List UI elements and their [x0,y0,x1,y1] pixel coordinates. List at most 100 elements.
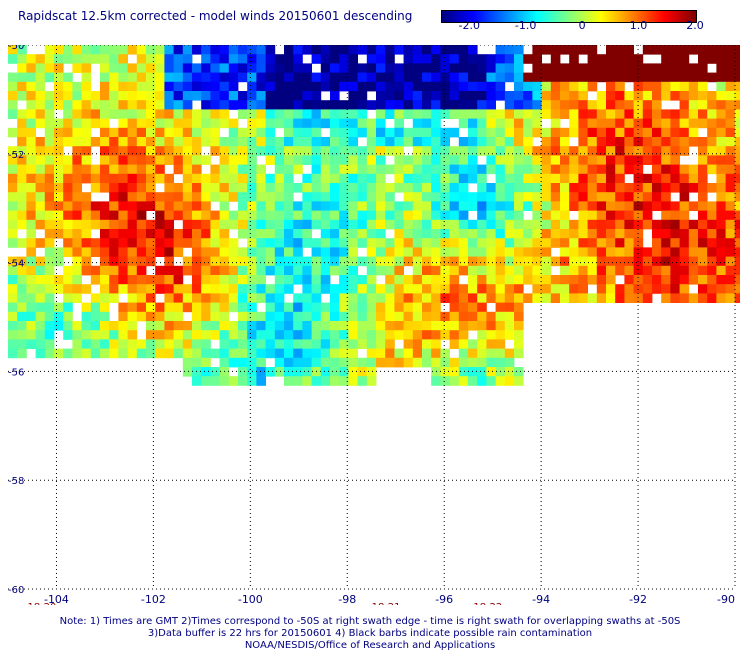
wind-cell [348,339,358,349]
wind-cell [146,109,156,119]
wind-cell [302,275,312,285]
wind-cell [90,330,101,340]
wind-cell [514,367,524,377]
wind-cell [164,339,174,349]
wind-cell [707,54,717,64]
wind-cell [155,192,165,202]
wind-cell [72,137,82,147]
wind-cell [238,348,248,359]
wind-cell [293,72,303,83]
wind-cell [422,91,432,101]
wind-cell [440,293,450,303]
wind-cell [100,219,110,230]
wind-cell [173,265,184,276]
wind-cell [54,275,64,285]
wind-cell [339,348,349,359]
wind-cell [357,339,368,349]
wind-cell [688,229,699,239]
wind-cell [339,247,349,257]
wind-cell [633,109,644,119]
wind-cell [541,275,552,285]
wind-cell [688,81,699,92]
wind-cell [293,137,303,147]
wind-cell [247,302,257,313]
wind-cell [624,238,634,248]
wind-cell [403,275,414,285]
wind-cell [26,284,36,294]
wind-cell [54,155,64,165]
wind-cell [578,164,588,175]
wind-cell [348,54,358,64]
wind-cell [458,137,469,147]
wind-cell [652,219,662,230]
wind-cell [348,357,358,368]
wind-cell [330,284,340,294]
wind-cell [238,256,248,267]
wind-cell [615,238,625,248]
wind-cell [219,265,230,276]
wind-cell [164,229,174,239]
wind-cell [90,45,101,55]
wind-cell [477,81,487,92]
wind-cell [514,247,524,257]
wind-cell [339,265,349,276]
wind-cell [90,275,101,285]
wind-cell [100,127,110,138]
wind-cell [330,339,340,349]
wind-cell [495,348,506,359]
wind-cell [173,321,184,331]
wind-cell [624,183,634,193]
wind-cell [44,330,55,340]
wind-cell [449,367,460,377]
wind-cell [394,219,404,230]
wind-cell [173,238,184,248]
wind-cell [109,275,119,285]
wind-cell [320,183,331,193]
wind-cell [514,118,524,129]
wind-cell [173,91,184,101]
wind-cell [274,54,285,64]
wind-cell [514,155,524,165]
wind-cell [587,81,598,92]
wind-cell [109,155,119,165]
wind-cell [182,256,193,267]
wind-cell [652,229,662,239]
wind-cell [431,229,441,239]
wind-cell [192,173,202,184]
wind-cell [127,109,138,119]
wind-cell [201,256,211,267]
wind-cell [228,293,239,303]
wind-cell [348,302,358,313]
wind-cell [247,376,257,386]
wind-cell [431,210,441,221]
wind-cell [633,63,644,73]
wind-cell [716,100,726,110]
wind-cell [385,311,395,322]
wind-cell [624,118,634,129]
wind-cell [146,192,156,202]
wind-cell [624,284,634,294]
wind-cell [624,91,634,101]
wind-cell [624,201,634,211]
wind-cell [376,265,386,276]
wind-cell [164,238,174,248]
wind-cell [35,265,46,276]
wind-cell [578,293,588,303]
wind-cell [670,164,680,175]
wind-cell [265,256,276,267]
wind-cell [633,81,644,92]
wind-cell [127,173,138,184]
wind-cell [688,118,699,129]
wind-cell [560,63,570,73]
wind-cell [127,192,138,202]
wind-cell [330,210,340,221]
wind-cell [173,247,184,257]
wind-cell [504,183,515,193]
wind-cell [127,91,138,101]
wind-cell [412,72,423,83]
wind-cell [366,247,377,257]
wind-cell [624,63,634,73]
wind-cell [274,137,285,147]
wind-cell [679,238,690,248]
wind-cell [136,348,147,359]
